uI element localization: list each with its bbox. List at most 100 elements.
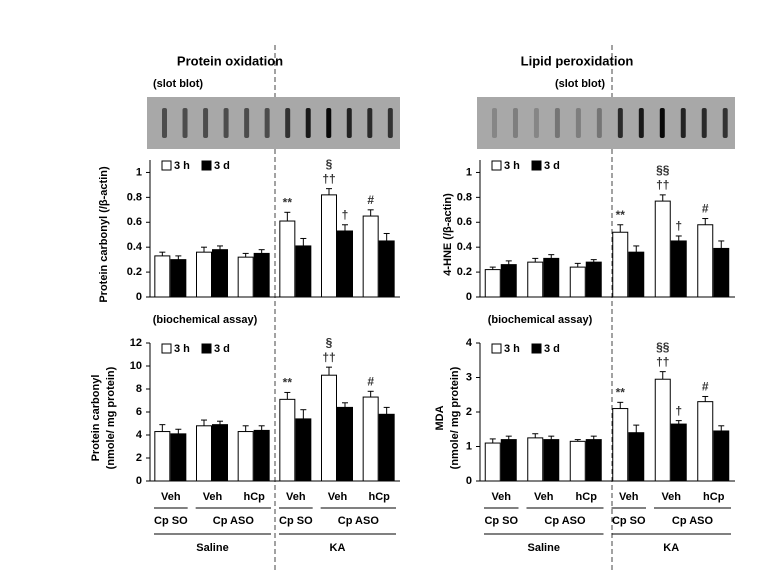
- blot-band: [659, 108, 665, 138]
- bar: [212, 424, 228, 482]
- legend-label: 3 h: [504, 343, 520, 355]
- subgroup-label: Cp SO: [279, 515, 313, 527]
- blot-band: [244, 108, 250, 138]
- blot-band: [701, 108, 707, 138]
- panel-subtitle: (biochemical assay): [153, 314, 258, 326]
- bar: [170, 433, 187, 482]
- group-label: Saline: [196, 542, 228, 554]
- legend-swatch: [491, 160, 502, 171]
- legend-swatch: [161, 343, 172, 354]
- legend-label: 3 d: [214, 160, 230, 172]
- bar: [697, 401, 714, 482]
- blot-band: [596, 108, 602, 138]
- bar: [628, 251, 645, 298]
- bar: [500, 264, 517, 298]
- bar: [484, 269, 501, 298]
- y-tick-label: 4: [466, 337, 473, 349]
- bar: [337, 406, 353, 482]
- y-tick-label: 0: [136, 291, 142, 303]
- group-label: KA: [330, 542, 346, 554]
- y-axis-label: (nmole/ mg protein): [105, 366, 117, 469]
- bar: [170, 259, 187, 298]
- y-tick-label: 1: [466, 166, 472, 178]
- significance-label: #: [702, 202, 709, 216]
- significance-label: §: [326, 335, 333, 349]
- bar: [253, 252, 270, 298]
- legend-swatch: [531, 160, 542, 171]
- blot-band: [367, 108, 373, 138]
- legend-swatch: [491, 343, 502, 354]
- subgroup-label: Cp SO: [154, 515, 188, 527]
- bar: [212, 249, 228, 298]
- legend-swatch: [161, 160, 172, 171]
- bar: [612, 408, 629, 482]
- group-label: KA: [663, 542, 679, 554]
- y-tick-label: 3: [466, 371, 472, 383]
- y-tick-label: 10: [130, 360, 142, 372]
- panel-subtitle: (slot blot): [555, 78, 605, 90]
- significance-label: #: [367, 193, 374, 207]
- legend-swatch: [201, 160, 212, 171]
- significance-label: §§: [656, 340, 670, 354]
- bar: [500, 439, 517, 482]
- bar: [484, 442, 501, 482]
- group-label: Saline: [528, 542, 560, 554]
- y-tick-label: 0.8: [457, 191, 472, 203]
- panel-title: Lipid peroxidation: [521, 53, 634, 68]
- bar: [154, 255, 171, 298]
- bar: [321, 194, 337, 298]
- bar: [295, 418, 312, 482]
- blot-band: [346, 108, 352, 138]
- legend-swatch: [531, 343, 542, 354]
- bar: [337, 230, 353, 298]
- bar: [237, 431, 254, 482]
- subgroup-label: Cp SO: [484, 515, 518, 527]
- blot-band: [264, 108, 270, 138]
- bar: [543, 439, 560, 482]
- bar: [569, 440, 586, 482]
- significance-label: ††: [656, 178, 669, 192]
- blot-band: [203, 108, 209, 138]
- legend-label: 3 h: [174, 160, 190, 172]
- subgroup-label: Cp ASO: [338, 515, 380, 527]
- subgroup-label: Cp ASO: [544, 515, 586, 527]
- blot-band: [492, 108, 497, 138]
- bar: [378, 413, 395, 482]
- significance-label: **: [616, 208, 626, 222]
- y-tick-label: 0: [466, 475, 472, 487]
- significance-label: **: [283, 195, 293, 209]
- significance-label: §§: [656, 163, 670, 177]
- x-tick-label: hCp: [243, 491, 265, 503]
- bar: [628, 432, 645, 482]
- x-tick-label: Veh: [286, 491, 306, 503]
- x-tick-label: Veh: [203, 491, 223, 503]
- x-tick-label: Veh: [661, 491, 681, 503]
- blot-band: [617, 108, 623, 138]
- significance-label: §: [326, 157, 333, 171]
- bar: [654, 378, 671, 482]
- legend-label: 3 h: [174, 343, 190, 355]
- bar: [543, 257, 560, 298]
- bar: [670, 423, 687, 482]
- blot-band: [680, 108, 686, 138]
- y-tick-label: 0.4: [127, 241, 143, 253]
- blot-band: [182, 108, 188, 138]
- x-tick-label: Veh: [491, 491, 511, 503]
- x-tick-label: hCp: [368, 491, 390, 503]
- y-tick-label: 8: [136, 383, 142, 395]
- significance-label: †: [675, 404, 682, 418]
- significance-label: ††: [322, 172, 335, 186]
- bar: [196, 425, 212, 482]
- blot-image: [477, 97, 735, 149]
- y-tick-label: 1: [466, 440, 472, 452]
- blot-band: [533, 108, 539, 138]
- bar: [362, 396, 379, 482]
- blot-band: [638, 108, 644, 138]
- bar: [670, 240, 687, 298]
- blot-band: [387, 108, 393, 138]
- blot-band: [223, 108, 229, 138]
- significance-label: #: [702, 380, 709, 394]
- y-tick-label: 0.4: [457, 241, 473, 253]
- blot-band: [722, 108, 728, 138]
- bar: [713, 247, 730, 298]
